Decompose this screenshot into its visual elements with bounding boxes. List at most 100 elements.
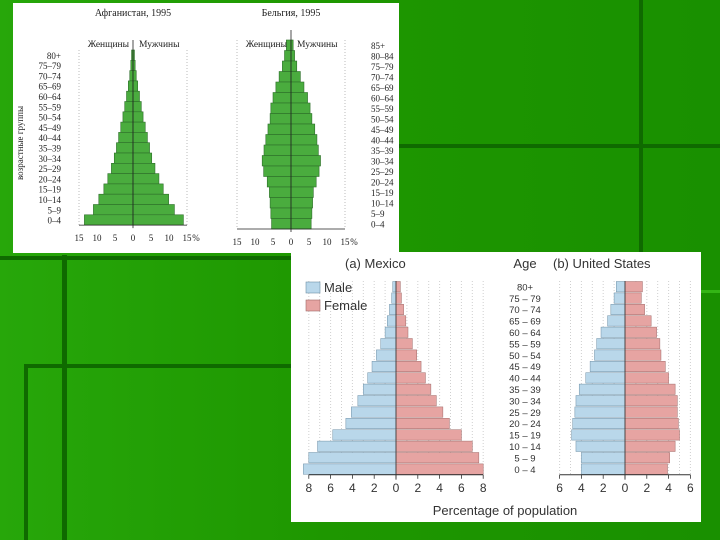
age-label: 45 – 49 (509, 362, 541, 373)
bar-male (132, 142, 150, 154)
decor-line (399, 144, 720, 148)
x-tick-label: 6 (327, 481, 334, 495)
age-label: 60–64 (371, 94, 394, 104)
chart-title: Афганистан, 1995 (95, 8, 171, 19)
bar-female (624, 463, 668, 475)
bar-male (581, 452, 626, 464)
bar-male (594, 349, 626, 361)
x-tick-label: 0 (289, 237, 294, 247)
age-label: 15–19 (371, 188, 394, 198)
bar-female (93, 204, 134, 216)
bar-female (395, 406, 444, 418)
age-label: 60–64 (39, 92, 62, 102)
bar-male (332, 429, 397, 441)
age-label: 0–4 (48, 216, 62, 226)
bar-female (624, 383, 676, 395)
bar-female (395, 361, 422, 372)
bar-female (269, 186, 292, 198)
bar-female (270, 207, 292, 219)
age-label: 10–14 (39, 195, 62, 205)
x-tick-label: 15 (75, 233, 85, 243)
bar-female (395, 395, 437, 407)
bar-female (116, 142, 134, 154)
bar-male (132, 163, 156, 174)
bar-male (132, 214, 184, 226)
bar-female (624, 315, 652, 327)
bar-female (624, 406, 678, 418)
bar-male (391, 292, 397, 304)
age-label: 10–14 (371, 199, 394, 209)
bar-male (132, 121, 146, 133)
age-label: 0 – 4 (514, 465, 535, 476)
age-label: 70 – 74 (509, 305, 541, 316)
legend-label-male: Male (324, 280, 352, 295)
bar-male (290, 134, 318, 146)
bar-female (269, 113, 292, 125)
bar-male (572, 418, 626, 429)
bar-male (132, 204, 175, 216)
age-label: 20 – 24 (509, 419, 541, 430)
bar-male (290, 50, 295, 62)
bar-male (290, 197, 313, 209)
age-label: 20–24 (39, 174, 62, 184)
bar-male (317, 440, 397, 452)
bar-male (613, 292, 626, 304)
bar-female (395, 349, 417, 361)
age-label: 30–34 (39, 154, 62, 164)
bar-female (395, 440, 473, 452)
bar-female (395, 315, 407, 327)
bar-female (275, 81, 292, 93)
bar-female (103, 183, 134, 195)
age-label: 45–49 (371, 125, 394, 135)
bar-female (272, 92, 292, 104)
x-tick-label: 15 (341, 237, 351, 247)
chart-title-mexico: (a) Mexico (345, 256, 406, 271)
age-label: 20–24 (371, 178, 394, 188)
age-label: 70–74 (371, 73, 394, 83)
russian-pyramids-chart: 80+75–7970–7465–6960–6455–5950–5445–4940… (15, 8, 394, 247)
bar-female (126, 90, 134, 102)
bar-female (624, 338, 661, 350)
x-tick-label: 8 (480, 481, 487, 495)
mexico-us-pyramids-panel: 80+ 75 – 79 70 – 74 65 – 69 60 – 64 55 – 59 50… (291, 252, 701, 522)
bar-female (395, 463, 484, 475)
decor-line (701, 290, 720, 293)
age-label: 15 – 19 (509, 431, 541, 442)
age-label: 25–29 (371, 167, 394, 177)
x-tick-label: 10 (165, 233, 175, 243)
age-label: 40–44 (39, 133, 62, 143)
legend-swatch-male (305, 281, 321, 294)
bar-female (120, 121, 134, 133)
bar-male (380, 338, 397, 350)
bar-male (607, 315, 626, 327)
bar-female (98, 193, 134, 205)
male-header: Мужчины (297, 40, 338, 50)
x-tick-label: 6 (556, 481, 563, 495)
age-label: 75–79 (371, 62, 394, 72)
bar-male (571, 429, 626, 441)
bar-male (616, 281, 626, 293)
bar-male (357, 395, 397, 407)
bar-male (132, 80, 138, 92)
bar-male (290, 155, 321, 167)
bar-male (132, 183, 164, 195)
x-tick-label: 4 (349, 481, 356, 495)
bar-male (596, 338, 626, 350)
bar-female (624, 326, 657, 338)
bar-female (284, 50, 292, 62)
bar-male (290, 71, 301, 83)
bar-male (351, 406, 397, 418)
x-tick-label: 5 (149, 233, 154, 243)
bar-male (384, 326, 397, 338)
age-label: 75 – 79 (509, 294, 541, 305)
bar-female (624, 281, 643, 293)
age-label: 70–74 (39, 71, 62, 81)
age-label: 65 – 69 (509, 317, 541, 328)
x-tick-label: 8 (305, 481, 312, 495)
x-tick-label: 4 (665, 481, 672, 495)
age-label: 65–69 (39, 82, 62, 92)
age-label: 0–4 (371, 220, 385, 230)
age-label: 5 – 9 (514, 453, 535, 464)
age-label: 50–54 (371, 115, 394, 125)
bar-female (395, 292, 402, 304)
